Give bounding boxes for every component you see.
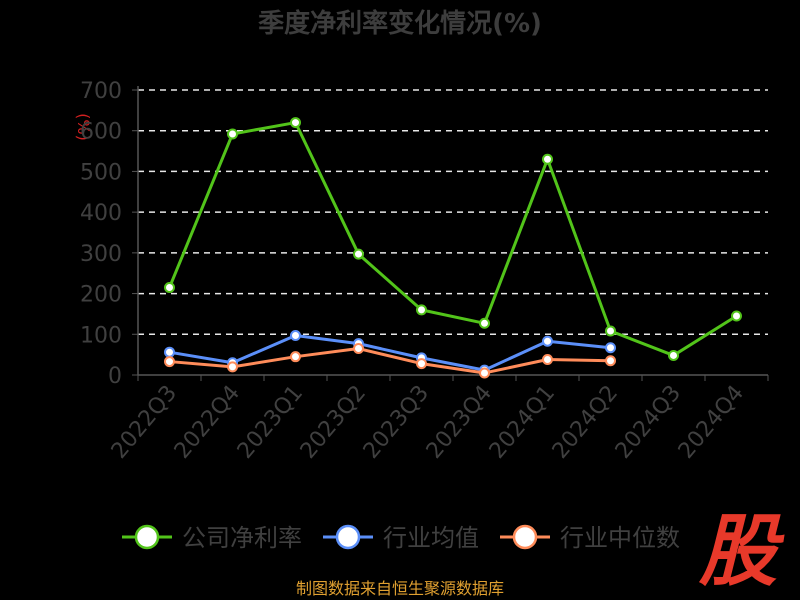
data-point [605,342,616,354]
y-tick-label: 700 [80,79,122,104]
data-point [605,355,616,367]
x-tick-label: 2023Q2 [296,381,371,464]
x-tick-label: 2024Q4 [674,381,749,464]
data-point [731,310,742,322]
legend-item: 行业均值 [323,524,479,552]
data-point [227,128,238,140]
x-tick-label: 2023Q1 [233,381,308,464]
data-point [353,248,364,260]
data-point [416,304,427,316]
axes: 0 100 200 300 400 500 600 700 2022Q32022Q42023Q1… [80,79,769,464]
legend-swatch-marker [134,524,160,550]
series-line [169,347,611,375]
data-point [542,354,553,366]
logo: 股 [698,507,785,597]
x-tick-label: 2024Q2 [548,381,623,464]
x-tick-label: 2022Q3 [107,381,182,464]
series-line [168,121,738,357]
x-tick-label: 2024Q1 [485,381,560,464]
data-source-note: 制图数据来自恒生聚源数据库 [296,579,504,598]
data-point [227,361,238,373]
data-point [290,117,301,129]
series-2 [164,343,616,379]
legend-item: 行业中位数 [500,524,680,552]
grid [138,89,768,336]
data-point [542,153,553,165]
x-tick-label: 2023Q4 [422,381,497,464]
data-point [290,330,301,342]
x-tick-label: 2023Q3 [359,381,434,464]
logo-text: 股 [698,507,785,597]
y-tick-label: 400 [80,201,122,226]
data-point [605,325,616,337]
legend-label: 行业中位数 [560,524,680,552]
y-tick-label: 500 [80,160,122,185]
series-lines [164,117,742,379]
legend-swatch-marker [512,524,538,550]
y-unit-label: (%) [74,113,93,141]
series-0 [164,117,742,361]
y-tick-label: 300 [80,242,122,267]
data-point [164,356,175,368]
data-point [542,335,553,347]
data-point [668,349,679,361]
data-point [164,346,175,358]
data-point [479,317,490,329]
legend-label: 行业均值 [383,524,479,552]
legend-item: 公司净利率 [122,524,302,552]
legend-label: 公司净利率 [182,524,302,552]
data-point [353,343,364,355]
x-tick-label: 2024Q3 [611,381,686,464]
chart-title: 季度净利率变化情况(%) [258,8,542,39]
series-line [169,334,611,372]
y-tick-label: 0 [108,364,122,389]
y-tick-label: 100 [80,323,122,348]
y-tick-label: 600 [80,120,122,145]
x-tick-label: 2022Q4 [170,381,245,464]
legend: 公司净利率 行业均值 行业中位数 [122,524,680,552]
data-point [479,367,490,379]
data-point [164,281,175,293]
legend-swatch-marker [335,524,361,550]
data-point [290,351,301,363]
data-point [416,358,427,370]
y-tick-label: 200 [80,283,122,308]
